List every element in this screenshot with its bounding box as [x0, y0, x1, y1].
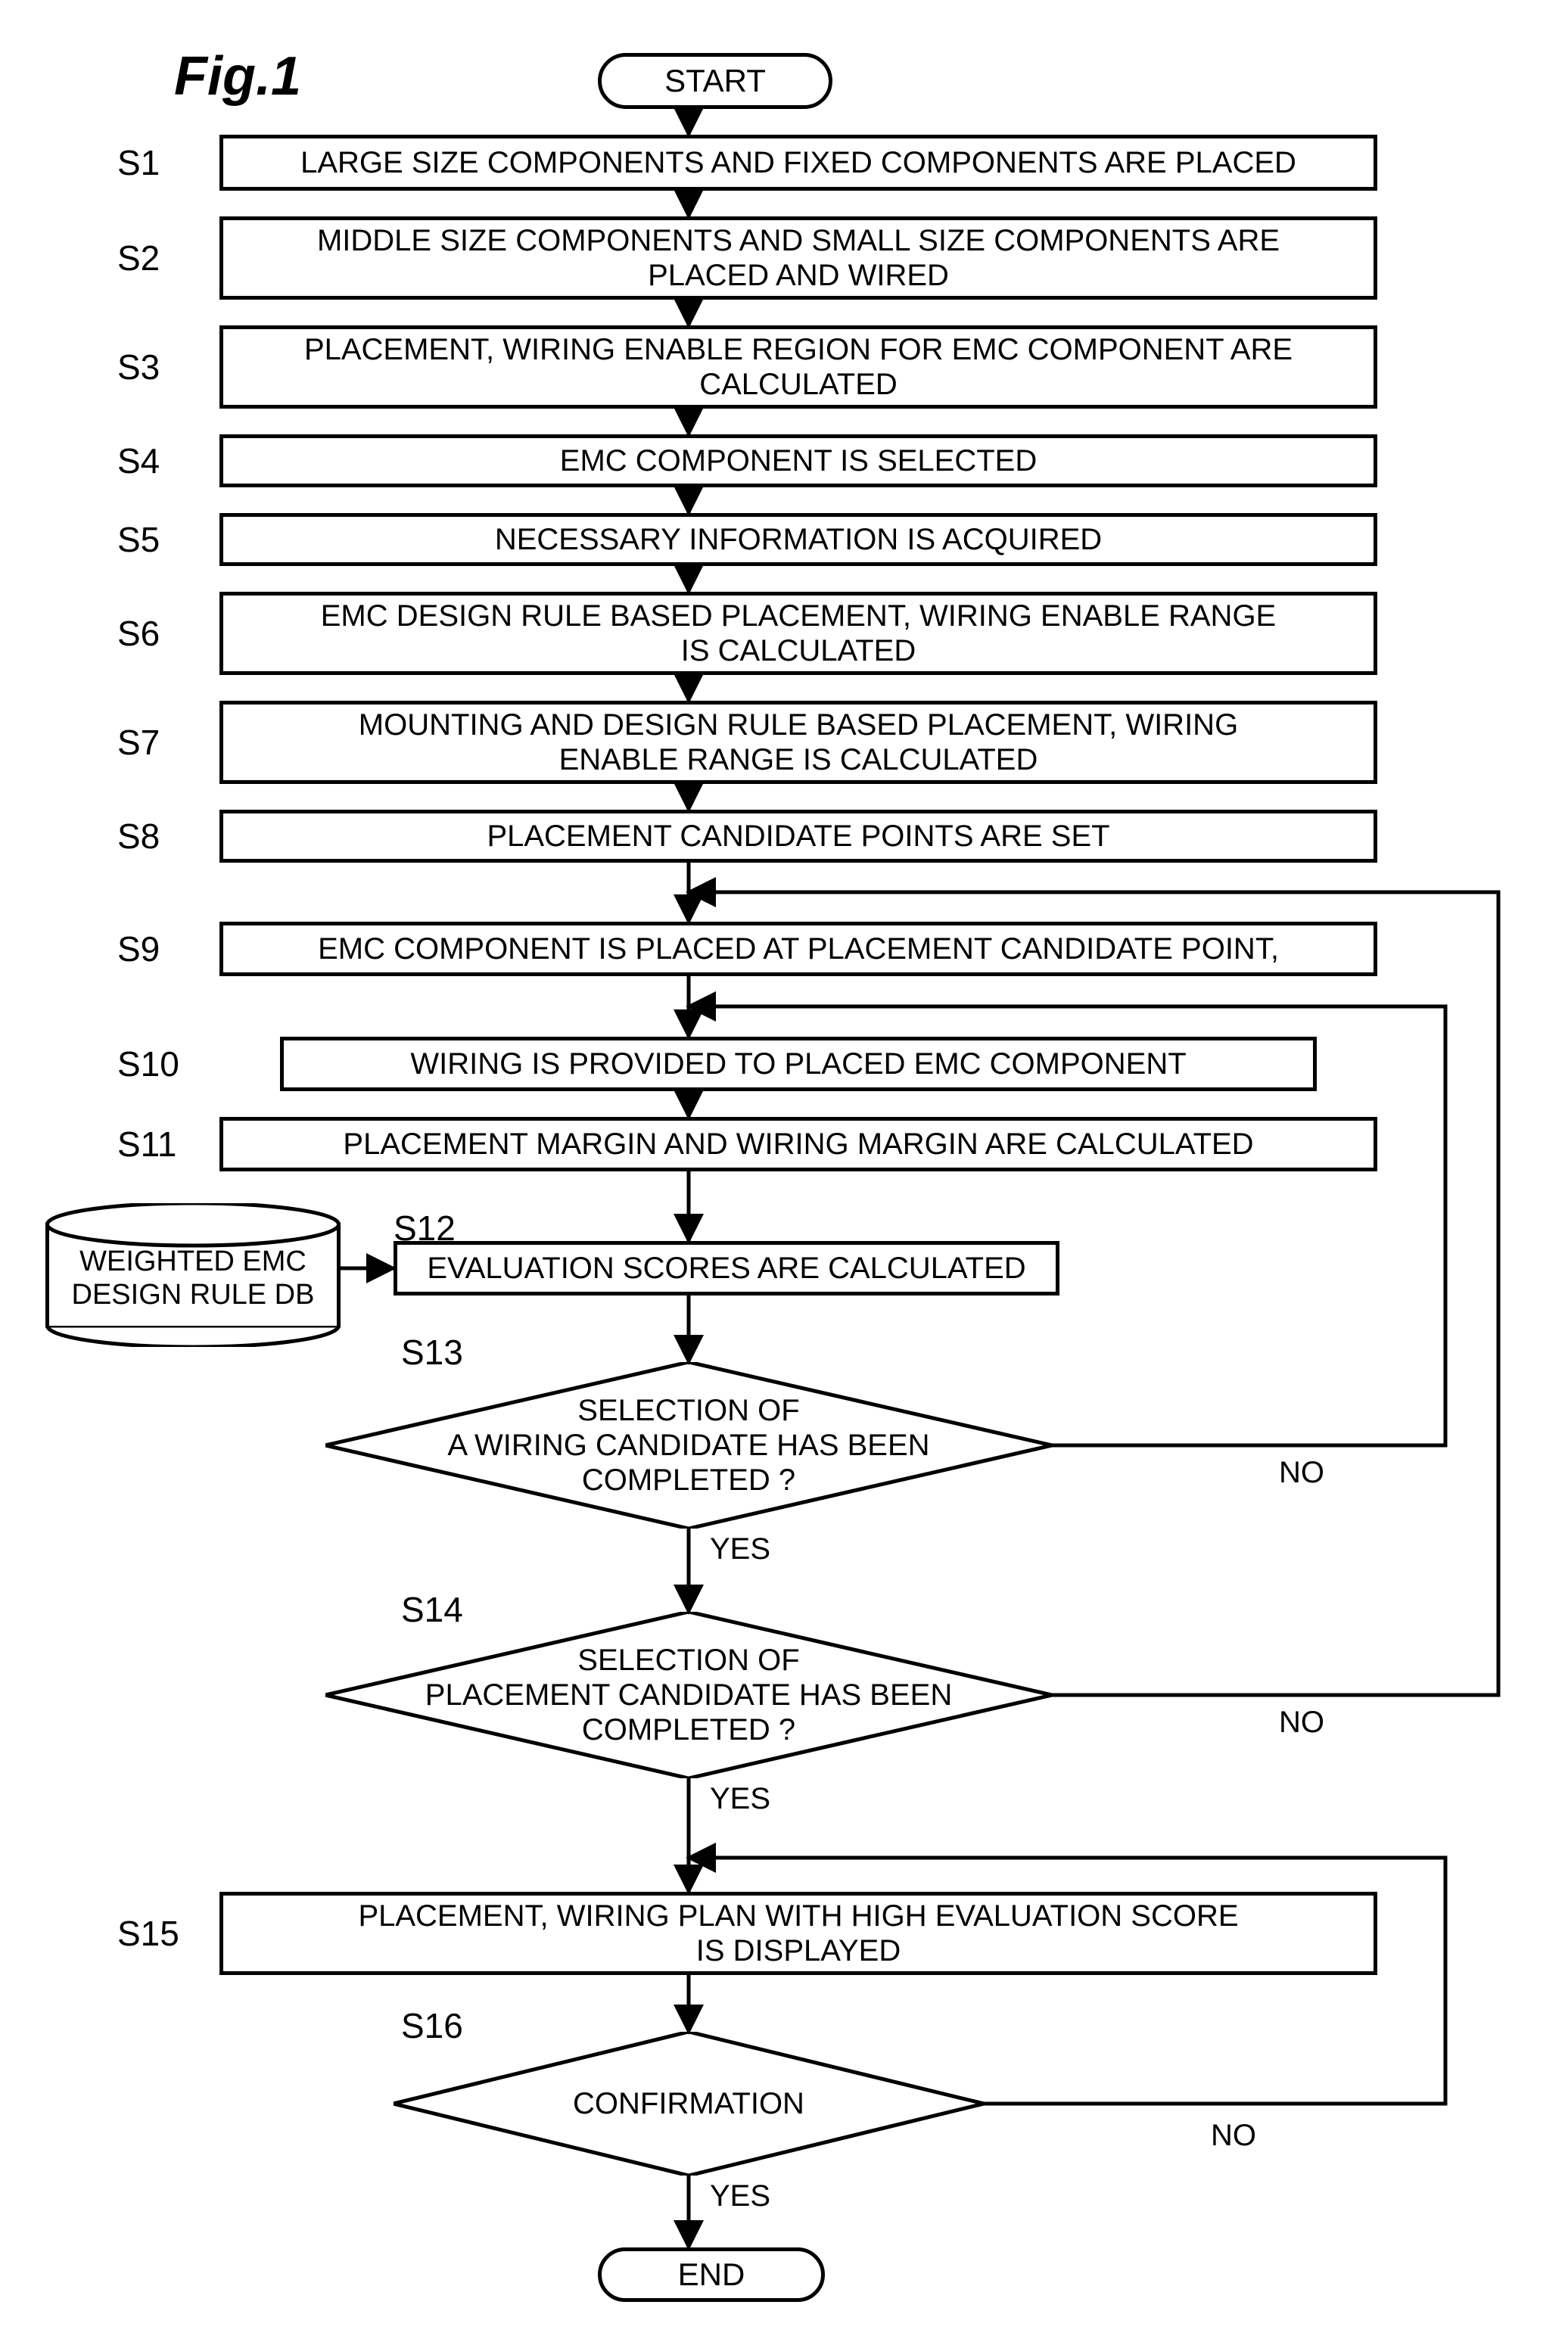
process-S15: PLACEMENT, WIRING PLAN WITH HIGH EVALUAT…: [219, 1892, 1377, 1975]
process-S7: MOUNTING AND DESIGN RULE BASED PLACEMENT…: [219, 701, 1377, 784]
process-S3: PLACEMENT, WIRING ENABLE REGION FOR EMC …: [219, 325, 1377, 409]
process-S2: MIDDLE SIZE COMPONENTS AND SMALL SIZE CO…: [219, 216, 1377, 300]
process-S5: NECESSARY INFORMATION IS ACQUIRED: [219, 513, 1377, 566]
process-S1: LARGE SIZE COMPONENTS AND FIXED COMPONEN…: [219, 135, 1377, 191]
process-S11: PLACEMENT MARGIN AND WIRING MARGIN ARE C…: [219, 1117, 1377, 1171]
process-S9: EMC COMPONENT IS PLACED AT PLACEMENT CAN…: [219, 922, 1377, 976]
start-terminal: START: [598, 53, 832, 109]
decision-S14: SELECTION OFPLACEMENT CANDIDATE HAS BEEN…: [325, 1612, 1052, 1778]
database-cylinder: WEIGHTED EMCDESIGN RULE DB: [45, 1203, 341, 1347]
process-S6: EMC DESIGN RULE BASED PLACEMENT, WIRING …: [219, 592, 1377, 675]
decision-S16: CONFIRMATION: [394, 2032, 984, 2176]
process-S10: WIRING IS PROVIDED TO PLACED EMC COMPONE…: [280, 1037, 1317, 1091]
end-terminal: END: [598, 2247, 825, 2302]
process-S12: EVALUATION SCORES ARE CALCULATED: [394, 1241, 1059, 1295]
decision-S13: SELECTION OFA WIRING CANDIDATE HAS BEENC…: [325, 1362, 1052, 1529]
process-S8: PLACEMENT CANDIDATE POINTS ARE SET: [219, 810, 1377, 863]
process-S4: EMC COMPONENT IS SELECTED: [219, 434, 1377, 487]
